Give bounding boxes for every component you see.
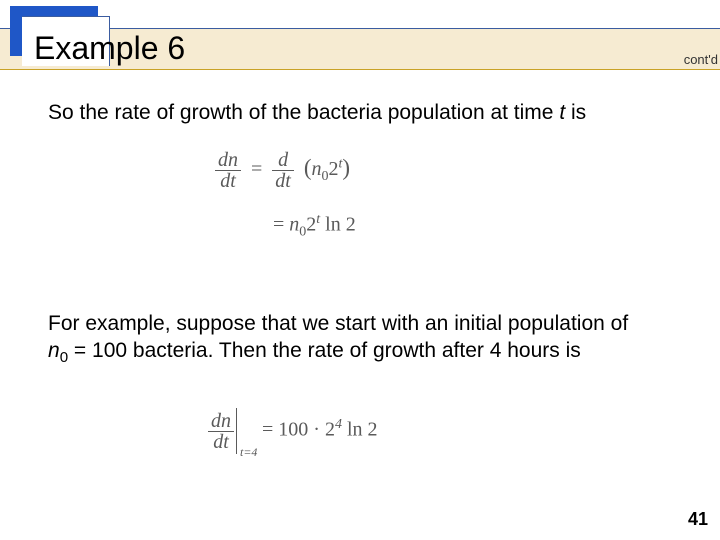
- header-band: Example 6 cont'd: [0, 20, 720, 74]
- eq1-sub0: 0: [322, 169, 329, 184]
- equals-1: =: [251, 158, 262, 180]
- equation-2: dn dt t=4 = 100 · 24 ln 2: [208, 408, 508, 454]
- eval-at: t=4: [240, 446, 257, 458]
- page-number: 41: [688, 509, 708, 530]
- para1-part-b: is: [565, 101, 586, 124]
- paragraph-1: So the rate of growth of the bacteria po…: [48, 100, 678, 126]
- frac-den: dt: [215, 170, 241, 191]
- frac-num: dn: [215, 150, 241, 170]
- frac-d-dt: d dt: [272, 150, 294, 191]
- eq2-exp4: 4: [335, 417, 342, 432]
- eq2-rhs-a: 100 · 2: [278, 419, 335, 441]
- para2-var-n: n: [48, 339, 60, 362]
- eq1-n: n: [312, 158, 322, 180]
- slide: Example 6 cont'd So the rate of growth o…: [0, 0, 720, 540]
- frac-dn-dt-1: dn dt: [215, 150, 241, 191]
- frac-num-d: d: [272, 150, 294, 170]
- paragraph-2: For example, suppose that we start with …: [48, 310, 648, 368]
- contd-label: cont'd: [684, 52, 718, 67]
- para1-part-a: So the rate of growth of the bacteria po…: [48, 101, 559, 124]
- equation-1-line-2: = n02t ln 2: [273, 213, 505, 240]
- eq2-equals: =: [257, 419, 278, 441]
- eq1-two: 2: [329, 158, 339, 180]
- eq1b-two: 2: [306, 214, 316, 236]
- para2-sub0: 0: [60, 349, 68, 366]
- equation-2-line: dn dt t=4 = 100 · 24 ln 2: [208, 408, 508, 454]
- frac2-den: dt: [208, 431, 234, 452]
- frac-dn-dt-2: dn dt: [208, 411, 234, 452]
- paren-close: ): [342, 155, 350, 180]
- eval-bar: t=4: [236, 408, 237, 454]
- eq1b-n: n: [289, 214, 299, 236]
- eq2-ln2: ln 2: [342, 419, 378, 441]
- equals-2: =: [273, 214, 289, 236]
- equation-1: dn dt = d dt (n02t) = n02t ln 2: [215, 150, 505, 240]
- para2-part-b: = 100 bacteria. Then the rate of growth …: [68, 339, 581, 362]
- frac-den-dt: dt: [272, 170, 294, 191]
- frac2-num: dn: [208, 411, 234, 431]
- para2-part-a: For example, suppose that we start with …: [48, 312, 628, 335]
- slide-title: Example 6: [34, 30, 185, 67]
- paren-open: (: [304, 155, 312, 180]
- equation-1-line-1: dn dt = d dt (n02t): [215, 150, 505, 191]
- eq1b-ln2: ln 2: [320, 214, 356, 236]
